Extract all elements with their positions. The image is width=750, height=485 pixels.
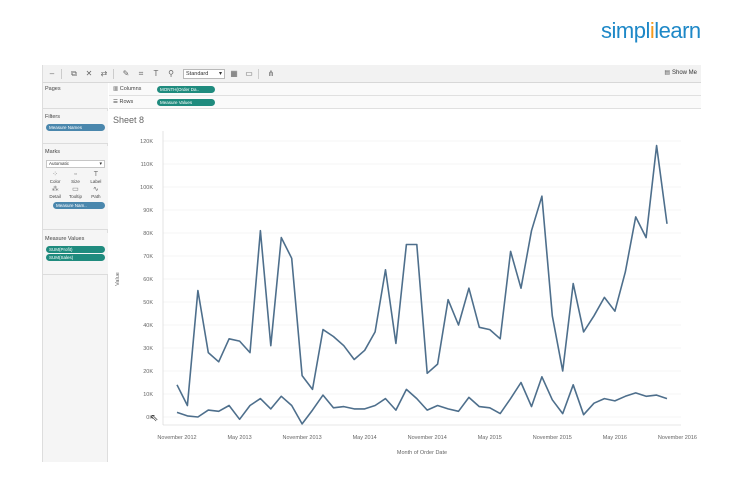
y-tick-label: 110K <box>141 162 154 168</box>
columns-icon: ▥ <box>113 86 120 92</box>
y-tick-label: 70K <box>143 254 153 260</box>
highlight-icon[interactable]: ✎ <box>122 69 130 78</box>
x-tick-label: November 2012 <box>157 435 196 441</box>
sheet-view: Sheet 8 0K 10K 20K 30K 40K 50K 60K 70K 80K 90K 100… <box>109 109 701 462</box>
y-tick-label: 40K <box>143 323 153 329</box>
toolbar-divider <box>61 68 62 79</box>
series-line-2[interactable] <box>176 375 668 425</box>
y-tick-label: 80K <box>143 231 153 237</box>
filter-pill[interactable]: Measure Names <box>46 124 105 131</box>
measure-pill[interactable]: SUM(Profit) <box>46 246 105 253</box>
x-tick-label: May 2015 <box>478 435 502 441</box>
filters-panel[interactable]: Filters Measure Names <box>43 111 108 144</box>
chart-type-icon[interactable]: ▦ <box>230 69 238 78</box>
path-icon: ∿ <box>92 186 99 193</box>
group-icon[interactable]: ⌗ <box>138 68 144 78</box>
columns-shelf[interactable]: ▥ Columns MONTH(Order Da.. <box>109 83 701 96</box>
simplilearn-logo: simplilearn <box>601 18 701 43</box>
y-tick-label: 60K <box>143 277 153 283</box>
fit-select[interactable]: Standard <box>183 68 225 79</box>
toolbar-divider <box>113 68 114 79</box>
color-label: Color <box>49 179 61 184</box>
mouse-cursor-icon: ⇖ <box>150 413 159 424</box>
detail-icon: ⁂ <box>51 186 59 193</box>
pages-panel[interactable]: Pages <box>43 83 108 109</box>
sheet-title[interactable]: Sheet 8 <box>113 115 145 125</box>
x-axis-title: Month of Order Date <box>397 450 447 456</box>
x-tick-label: May 2016 <box>603 435 627 441</box>
presentation-icon[interactable]: ▭ <box>245 69 253 78</box>
filters-title: Filters <box>45 114 60 120</box>
toolbar: – ⧉ ✕ ⇄ ✎ ⌗ T ⚲ Standard ▦ ▭ ⋔ ▤Show Me <box>43 65 701 83</box>
path-label: Path <box>91 194 101 199</box>
color-button[interactable]: ⁘ Color <box>45 171 65 184</box>
line-chart[interactable]: 0K 10K 20K 30K 40K 50K 60K 70K 80K 90K 100K 110K 120… <box>109 109 701 462</box>
tooltip-button[interactable]: ▭ Tooltip <box>65 186 85 199</box>
y-tick-label: 10K <box>143 392 153 398</box>
mark-type-dropdown[interactable]: Automatic <box>46 160 105 168</box>
x-tick-label: November 2015 <box>533 435 572 441</box>
y-tick-label: 120K <box>140 139 153 145</box>
measure-values-title: Measure Values <box>45 236 85 242</box>
marks-title: Marks <box>45 149 60 155</box>
menu-dash-icon[interactable]: – <box>49 69 55 78</box>
label-text-icon: T <box>93 171 98 178</box>
y-tick-label: 90K <box>143 208 153 214</box>
toolbar-divider <box>258 68 259 79</box>
marks-measure-names-pill[interactable]: Measure Nam.. <box>53 202 105 209</box>
rows-label: ☰ Rows <box>113 99 134 105</box>
share-icon[interactable]: ⋔ <box>267 69 275 78</box>
swap-icon[interactable]: ⇄ <box>100 69 108 78</box>
tooltip-icon: ▭ <box>72 186 79 193</box>
rows-shelf[interactable]: ☰ Rows Measure Values <box>109 96 701 109</box>
left-sidebar: Pages Filters Measure Names Marks Automa… <box>43 83 108 462</box>
show-me-button[interactable]: ▤ Show Me <box>664 69 697 76</box>
show-me-label: Show Me <box>671 70 697 76</box>
color-icon: ⁘ <box>52 171 59 178</box>
y-tick-label: 30K <box>143 346 153 352</box>
tableau-window: – ⧉ ✕ ⇄ ✎ ⌗ T ⚲ Standard ▦ ▭ ⋔ ▤Show Me … <box>42 65 701 462</box>
size-label: Size <box>71 179 80 184</box>
pages-title: Pages <box>45 86 61 92</box>
x-tick-label: May 2014 <box>353 435 377 441</box>
clear-icon[interactable]: ✕ <box>85 69 93 78</box>
tooltip-label: Tooltip <box>68 194 82 199</box>
detail-label: Detail <box>49 194 61 199</box>
pin-icon[interactable]: ⚲ <box>168 69 174 78</box>
size-icon: ▫ <box>74 171 77 178</box>
label-button[interactable]: T Label <box>86 171 106 184</box>
y-tick-label: 100K <box>140 185 153 191</box>
y-axis-title: Value <box>115 272 121 286</box>
show-me-icon: ▤ <box>664 70 670 76</box>
duplicate-icon[interactable]: ⧉ <box>71 68 77 78</box>
size-button[interactable]: ▫ Size <box>65 171 85 184</box>
x-tick-label: November 2013 <box>283 435 322 441</box>
columns-label: ▥ Columns <box>113 86 142 92</box>
x-tick-label: November 2014 <box>408 435 447 441</box>
y-tick-label: 50K <box>143 300 153 306</box>
measure-values-panel: Measure Values SUM(Profit) SUM(Sales) <box>43 233 108 275</box>
x-tick-label: May 2013 <box>227 435 251 441</box>
y-tick-label: 0K <box>146 415 153 421</box>
x-tick-label: November 2016 <box>658 435 697 441</box>
label-label: Label <box>90 179 102 184</box>
y-tick-label: 20K <box>143 369 153 375</box>
marks-cards: ⁘ Color ▫ Size T Label ⁂ Detail ▭ Tooltip ∿ Pa… <box>45 171 106 199</box>
measure-pill[interactable]: SUM(Sales) <box>46 254 105 261</box>
label-icon[interactable]: T <box>153 69 159 78</box>
series-line-1[interactable] <box>176 144 668 407</box>
path-button[interactable]: ∿ Path <box>86 186 106 199</box>
rows-icon: ☰ <box>113 99 120 105</box>
detail-button[interactable]: ⁂ Detail <box>45 186 65 199</box>
columns-pill[interactable]: MONTH(Order Da.. <box>157 85 215 93</box>
rows-pill[interactable]: Measure Values <box>157 98 215 106</box>
